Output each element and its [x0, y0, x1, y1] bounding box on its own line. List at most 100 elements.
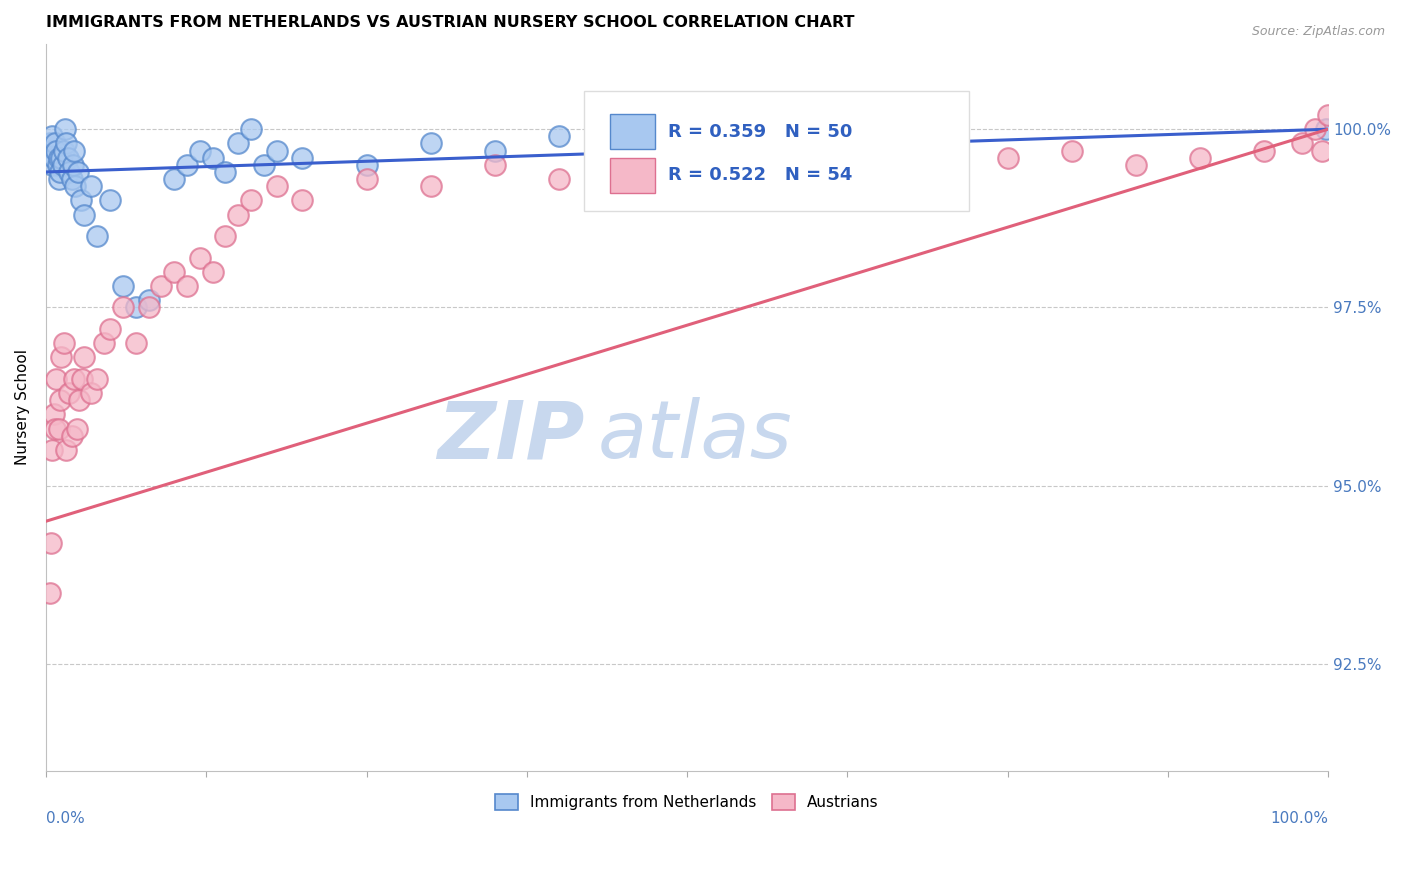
- Point: [80, 386, 103, 401]
- Point: [38, 136, 60, 151]
- Point: [41, 442, 63, 457]
- Point: [52, 144, 75, 158]
- Text: ZIP: ZIP: [437, 397, 585, 475]
- Point: [484, 144, 506, 158]
- Legend: Immigrants from Netherlands, Austrians: Immigrants from Netherlands, Austrians: [488, 787, 886, 818]
- Point: [997, 151, 1019, 165]
- Point: [253, 158, 276, 172]
- Text: R = 0.522   N = 54: R = 0.522 N = 54: [668, 166, 852, 185]
- Point: [73, 208, 96, 222]
- Point: [1305, 122, 1327, 136]
- Point: [676, 136, 699, 151]
- Point: [51, 151, 73, 165]
- Point: [419, 136, 441, 151]
- Point: [1253, 144, 1275, 158]
- Point: [41, 129, 63, 144]
- Point: [125, 301, 148, 315]
- Point: [1125, 158, 1147, 172]
- Point: [44, 136, 66, 151]
- Point: [240, 194, 263, 208]
- Point: [111, 279, 134, 293]
- Point: [266, 144, 288, 158]
- Point: [60, 172, 83, 186]
- Point: [55, 442, 77, 457]
- Point: [163, 265, 186, 279]
- Point: [1188, 151, 1211, 165]
- Point: [1317, 108, 1340, 122]
- Point: [201, 151, 224, 165]
- Point: [240, 122, 263, 136]
- Point: [67, 392, 90, 407]
- Point: [39, 144, 62, 158]
- Point: [42, 407, 65, 421]
- Point: [42, 151, 65, 165]
- Text: 100.0%: 100.0%: [1270, 811, 1329, 826]
- Point: [98, 194, 121, 208]
- Point: [676, 158, 699, 172]
- Point: [201, 265, 224, 279]
- Point: [44, 421, 66, 435]
- Point: [80, 179, 103, 194]
- Point: [86, 372, 108, 386]
- Point: [56, 151, 79, 165]
- Point: [740, 144, 762, 158]
- Point: [53, 122, 76, 136]
- Point: [48, 151, 70, 165]
- Point: [49, 392, 72, 407]
- Point: [484, 158, 506, 172]
- Point: [612, 151, 634, 165]
- Point: [226, 208, 249, 222]
- Point: [48, 421, 70, 435]
- Point: [41, 158, 63, 172]
- Y-axis label: Nursery School: Nursery School: [15, 349, 30, 466]
- Point: [547, 129, 569, 144]
- Point: [291, 194, 314, 208]
- Point: [45, 372, 67, 386]
- Point: [188, 144, 211, 158]
- Point: [356, 158, 378, 172]
- Point: [98, 322, 121, 336]
- Text: R = 0.359   N = 50: R = 0.359 N = 50: [668, 122, 852, 141]
- Point: [804, 158, 827, 172]
- Point: [63, 372, 86, 386]
- Point: [740, 144, 762, 158]
- Point: [48, 172, 70, 186]
- Point: [226, 136, 249, 151]
- Point: [65, 179, 87, 194]
- Point: [868, 165, 890, 179]
- Point: [49, 165, 72, 179]
- Point: [1291, 136, 1313, 151]
- Point: [52, 336, 75, 351]
- Point: [176, 279, 198, 293]
- Point: [150, 279, 173, 293]
- Point: [52, 158, 75, 172]
- Point: [188, 251, 211, 265]
- Point: [214, 229, 236, 244]
- Point: [51, 351, 73, 365]
- Point: [45, 144, 67, 158]
- Point: [291, 151, 314, 165]
- Point: [66, 165, 89, 179]
- Point: [58, 386, 80, 401]
- Point: [125, 336, 148, 351]
- Point: [176, 158, 198, 172]
- Text: IMMIGRANTS FROM NETHERLANDS VS AUSTRIAN NURSERY SCHOOL CORRELATION CHART: IMMIGRANTS FROM NETHERLANDS VS AUSTRIAN …: [46, 15, 855, 30]
- Point: [70, 372, 93, 386]
- Text: atlas: atlas: [598, 397, 792, 475]
- FancyBboxPatch shape: [610, 158, 655, 193]
- Point: [214, 165, 236, 179]
- Point: [932, 158, 955, 172]
- Point: [39, 535, 62, 549]
- Point: [1310, 144, 1333, 158]
- Point: [419, 179, 441, 194]
- Point: [138, 301, 160, 315]
- Point: [38, 585, 60, 599]
- Point: [138, 293, 160, 308]
- Point: [73, 351, 96, 365]
- Point: [46, 158, 69, 172]
- Point: [547, 172, 569, 186]
- Text: Source: ZipAtlas.com: Source: ZipAtlas.com: [1251, 25, 1385, 38]
- Point: [804, 151, 827, 165]
- FancyBboxPatch shape: [610, 114, 655, 149]
- Point: [163, 172, 186, 186]
